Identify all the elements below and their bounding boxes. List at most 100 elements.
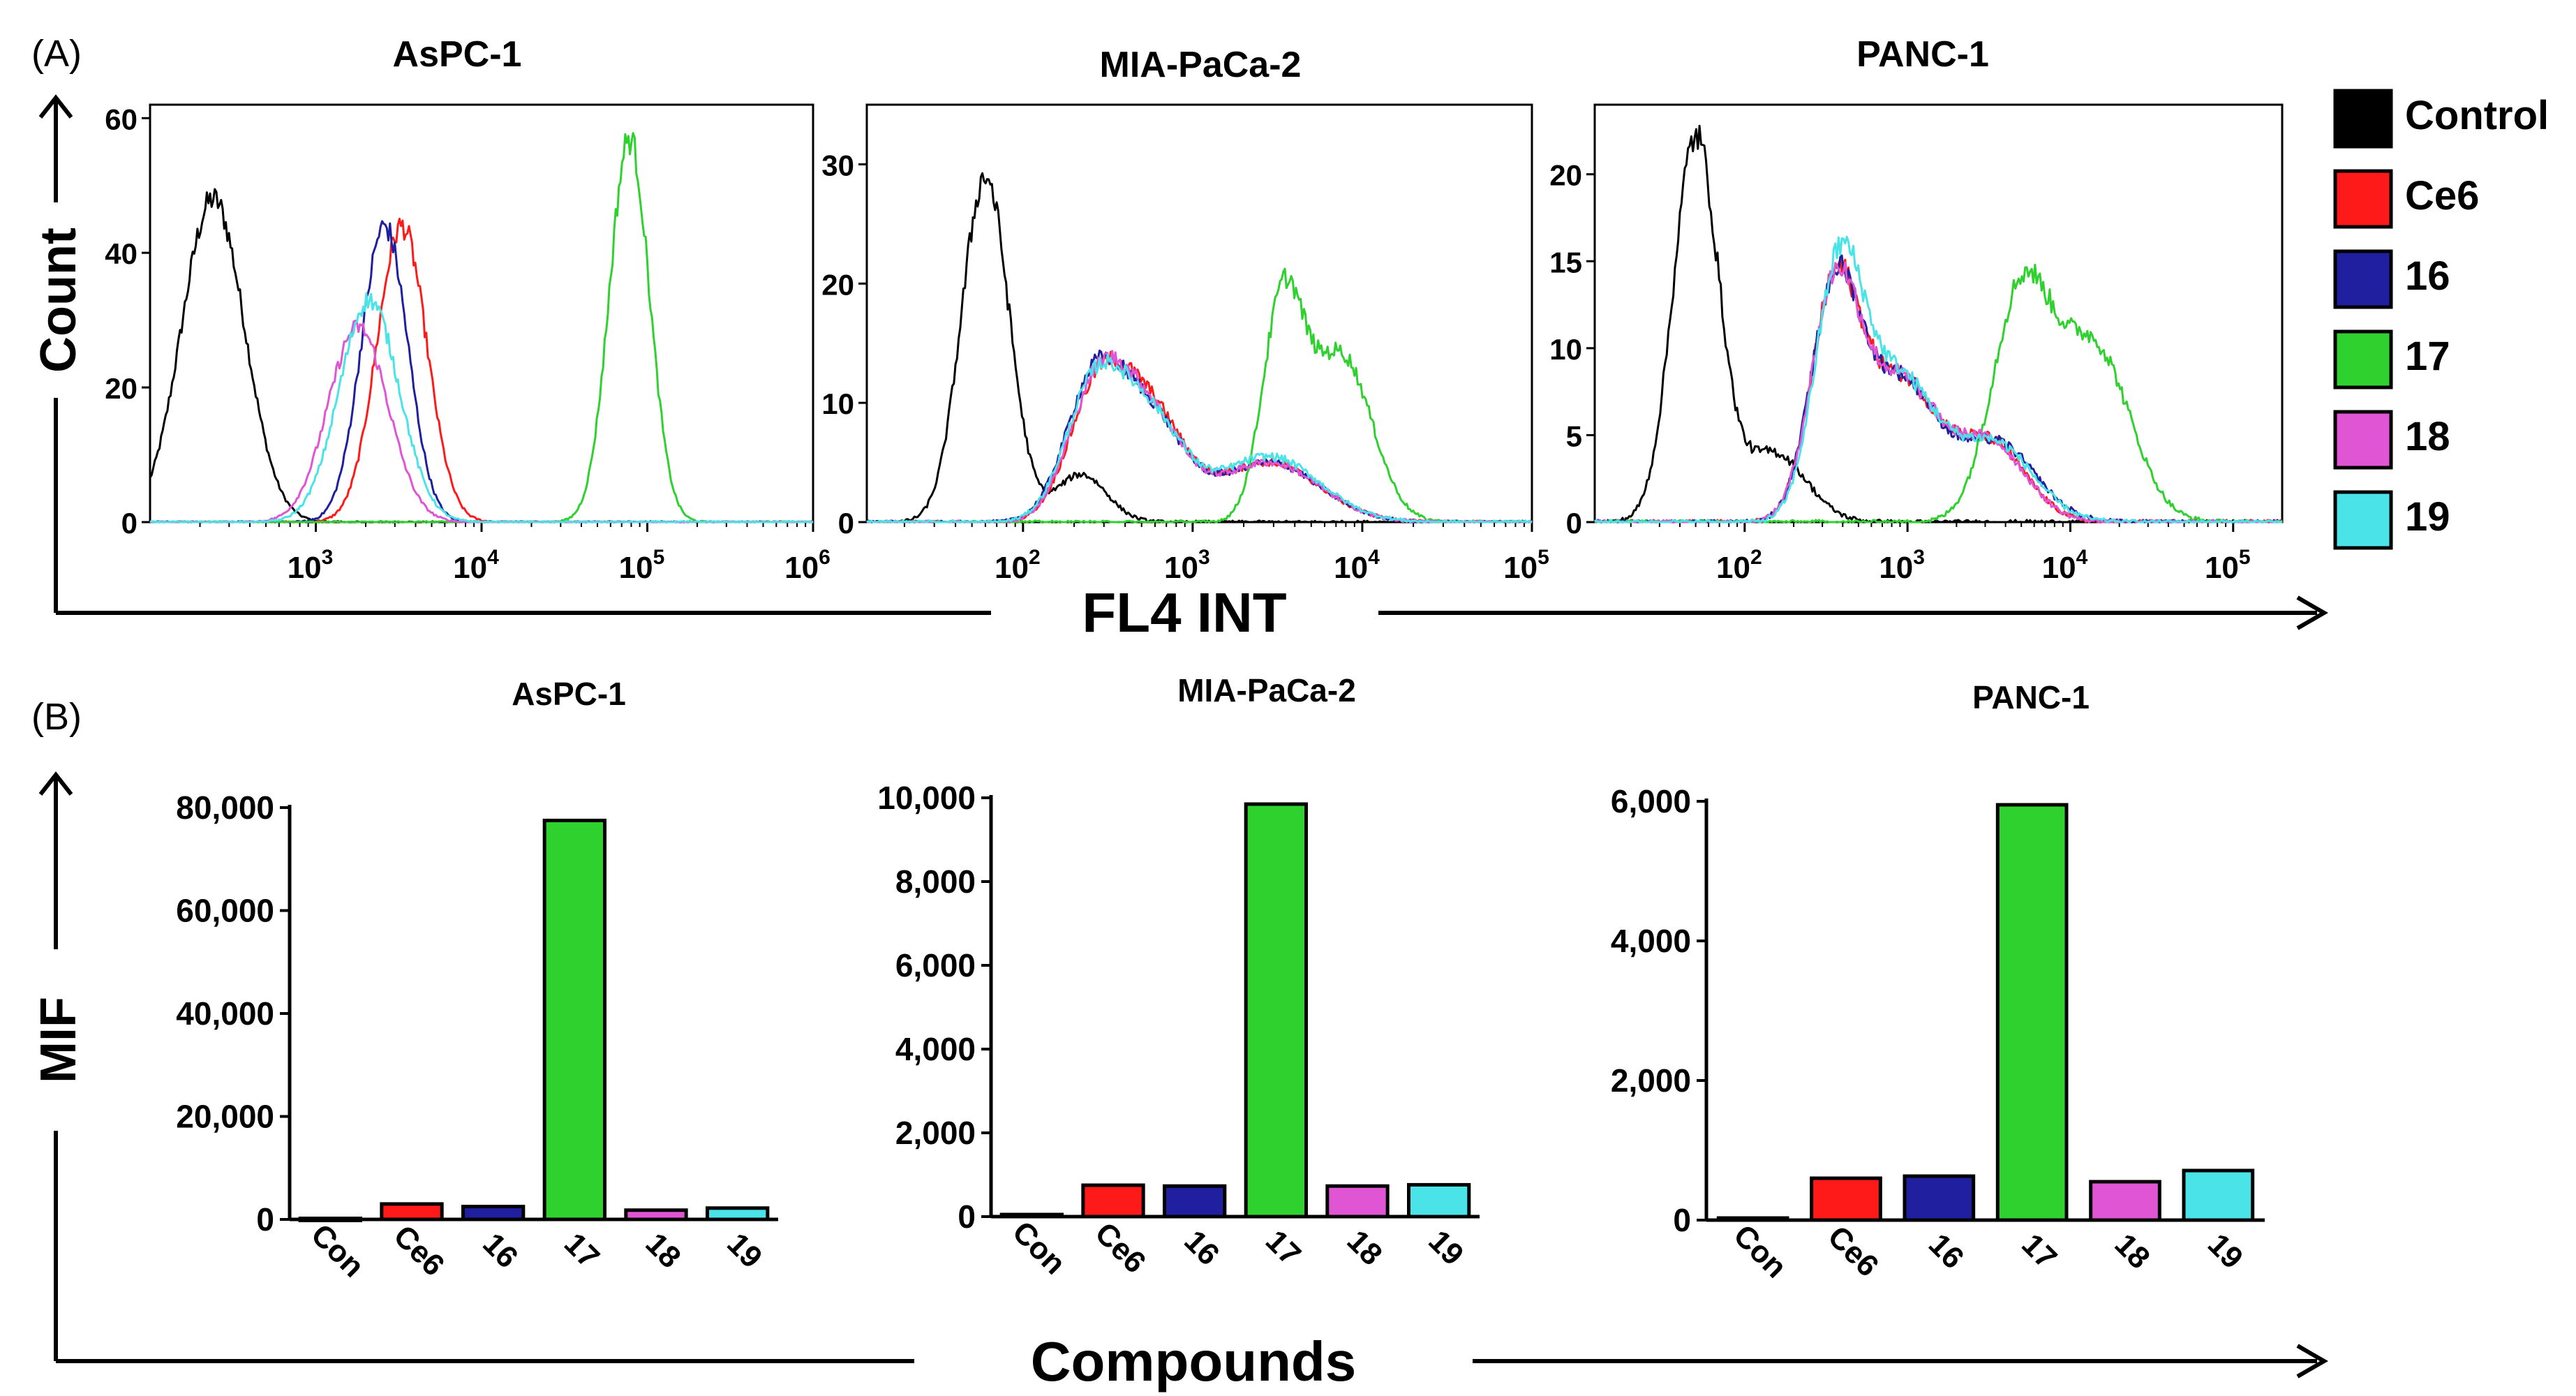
panc-1-hist-series-18 [1594,261,2283,524]
panel-b-label: (B) [31,696,82,738]
bar-chart-mia-paca2: MIA-PaCa-2 0 2,000 4,000 6,000 8,000 10,000 Con… [877,672,1480,1281]
panc-1-bar-ytick-label: 6,000 [1611,783,1691,819]
aspc-1-hist-series-control [149,188,814,524]
panc-1-bar-category-label-ce6: Ce6 [1821,1219,1885,1284]
panc-1-hist-xtick-label: 105 [2205,546,2251,585]
panel-b-y-axis: MIF [31,771,87,1361]
mia-paca-2-bar-17 [1244,802,1308,1219]
aspc-1-bar-17 [542,818,607,1222]
aspc-1-hist-ytick-label: 0 [121,507,137,540]
mia-paca-2-hist-ytick-label: 20 [821,268,854,301]
legend-swatch-ce6 [2333,169,2393,229]
aspc-1-bar-ytick-label: 80,000 [176,789,274,826]
aspc-1-bar-category-label-ce6: Ce6 [387,1219,451,1283]
panc-1-hist-xtick-label: 103 [1879,546,1925,585]
mia-paca-2-hist-series-19 [866,353,1532,524]
panc-1-bar-category-label-17: 17 [2015,1227,2063,1275]
legend-item-control: Control [2333,89,2549,149]
legend-label-18: 18 [2405,414,2450,459]
aspc-1-bar-category-label-con: Con [304,1217,371,1284]
bar-chart-panc1: PANC-1 0 2,000 4,000 6,000 Con Ce6 16 17 18 19 [1611,679,2265,1284]
panc-1-bar-18 [2089,1180,2161,1222]
aspc-1-hist-series-19 [149,292,813,524]
legend-swatch-16 [2333,249,2393,309]
mia-paca-2-bar-category-label-con: Con [1006,1215,1072,1281]
aspc-1-bar-16 [461,1205,526,1222]
panc-1-hist-series-ce6 [1595,258,2283,524]
aspc-1-hist-ytick-label: 60 [105,103,137,135]
aspc-1-bar-con [298,1217,362,1223]
mia-paca-2-bar-category-label-ce6: Ce6 [1088,1216,1152,1280]
legend-label-control: Control [2405,93,2549,138]
aspc-1-bar-18 [624,1208,688,1222]
panel-a-y-axis: Count [31,94,87,613]
histogram-aspc1: AsPC-1 0 20 40 60 103 104 105 106 [105,34,831,585]
aspc-1-hist-title: AsPC-1 [393,34,522,75]
panc-1-bar-17 [1995,803,2069,1222]
aspc-1-hist-frame [149,103,814,524]
aspc-1-bar-category-label-19: 19 [720,1226,768,1275]
aspc-1-bar-category-label-17: 17 [558,1226,606,1275]
bar-chart-aspc1: AsPC-1 0 20,000 40,000 60,000 80,000 Con Ce6 16 1… [176,676,778,1284]
mia-paca-2-hist-series-16 [866,349,1533,524]
panel-a-x-axis: FL4 INT [56,581,2328,644]
panc-1-hist-xtick-label: 104 [2042,546,2088,585]
aspc-1-hist-xtick-label: 103 [288,546,334,585]
mia-paca-2-bar-ytick-label: 6,000 [895,947,976,983]
aspc-1-hist-series-17 [149,132,814,524]
panc-1-hist-ytick-label: 10 [1549,333,1582,366]
legend-item-19: 19 [2333,490,2450,550]
aspc-1-bar-ytick-label: 40,000 [176,995,274,1032]
legend-swatch-18 [2333,410,2393,470]
legend-label-ce6: Ce6 [2405,173,2479,218]
panc-1-bar-category-label-19: 19 [2201,1227,2249,1275]
panc-1-hist-ytick-label: 5 [1566,419,1582,452]
aspc-1-hist-series-18 [149,319,814,524]
panc-1-bar-category-label-18: 18 [2108,1227,2157,1275]
mia-paca-2-bar-ytick-label: 10,000 [877,780,976,816]
aspc-1-bar-ytick-label: 0 [256,1201,274,1238]
mia-paca-2-hist-series-control [867,172,1533,524]
aspc-1-bar-ce6 [380,1202,444,1222]
mia-paca-2-bar-ce6 [1081,1183,1145,1219]
legend-swatch-19 [2333,490,2393,550]
aspc-1-bar-ytick-label: 60,000 [176,893,274,929]
mia-paca-2-bar-category-label-18: 18 [1341,1224,1389,1272]
panel-b-y-label: MIF [31,997,87,1083]
panc-1-bar-title: PANC-1 [1972,679,2090,715]
panc-1-hist-series-control [1593,124,2283,524]
panel-a-label: (A) [31,33,82,75]
mia-paca-2-hist-series-17 [866,267,1533,524]
aspc-1-hist-xtick-label: 106 [784,546,831,585]
panc-1-bar-con [1716,1216,1789,1222]
panc-1-hist-ytick-label: 0 [1566,507,1582,540]
aspc-1-hist-xtick-label: 105 [619,546,665,585]
panc-1-bar-ytick-label: 2,000 [1611,1062,1691,1099]
panc-1-hist-series-16 [1594,254,2282,524]
legend-swatch-17 [2333,329,2393,389]
mia-paca-2-hist-ytick-label: 10 [821,387,854,420]
mia-paca-2-hist-xtick-label: 104 [1334,546,1380,585]
mia-paca-2-hist-ytick-label: 30 [821,149,854,181]
mia-paca-2-bar-category-label-19: 19 [1422,1224,1470,1272]
mia-paca-2-bar-ytick-label: 8,000 [895,863,976,900]
mia-paca-2-hist-series-18 [866,350,1533,524]
mia-paca-2-hist-title: MIA-PaCa-2 [1100,45,1302,85]
legend-item-16: 16 [2333,249,2450,309]
legend-label-19: 19 [2405,494,2450,540]
mia-paca-2-bar-category-label-16: 16 [1177,1224,1226,1272]
panc-1-bar-ce6 [1810,1176,1882,1222]
mia-paca-2-bar-ytick-label: 0 [958,1198,976,1235]
panc-1-hist-frame [1593,103,2284,524]
panc-1-bar-ytick-label: 4,000 [1611,923,1691,959]
panc-1-hist-xtick-label: 102 [1716,546,1762,585]
aspc-1-hist-series-ce6 [149,218,814,524]
aspc-1-bar-category-label-18: 18 [639,1226,687,1275]
panel-b-x-axis: Compounds [56,1330,2328,1393]
mia-paca-2-bar-18 [1325,1184,1390,1219]
aspc-1-bar-ytick-label: 20,000 [176,1099,274,1135]
aspc-1-hist-series-16 [149,220,814,524]
panel-a-y-label: Count [31,228,87,373]
mia-paca-2-bar-16 [1163,1184,1227,1219]
